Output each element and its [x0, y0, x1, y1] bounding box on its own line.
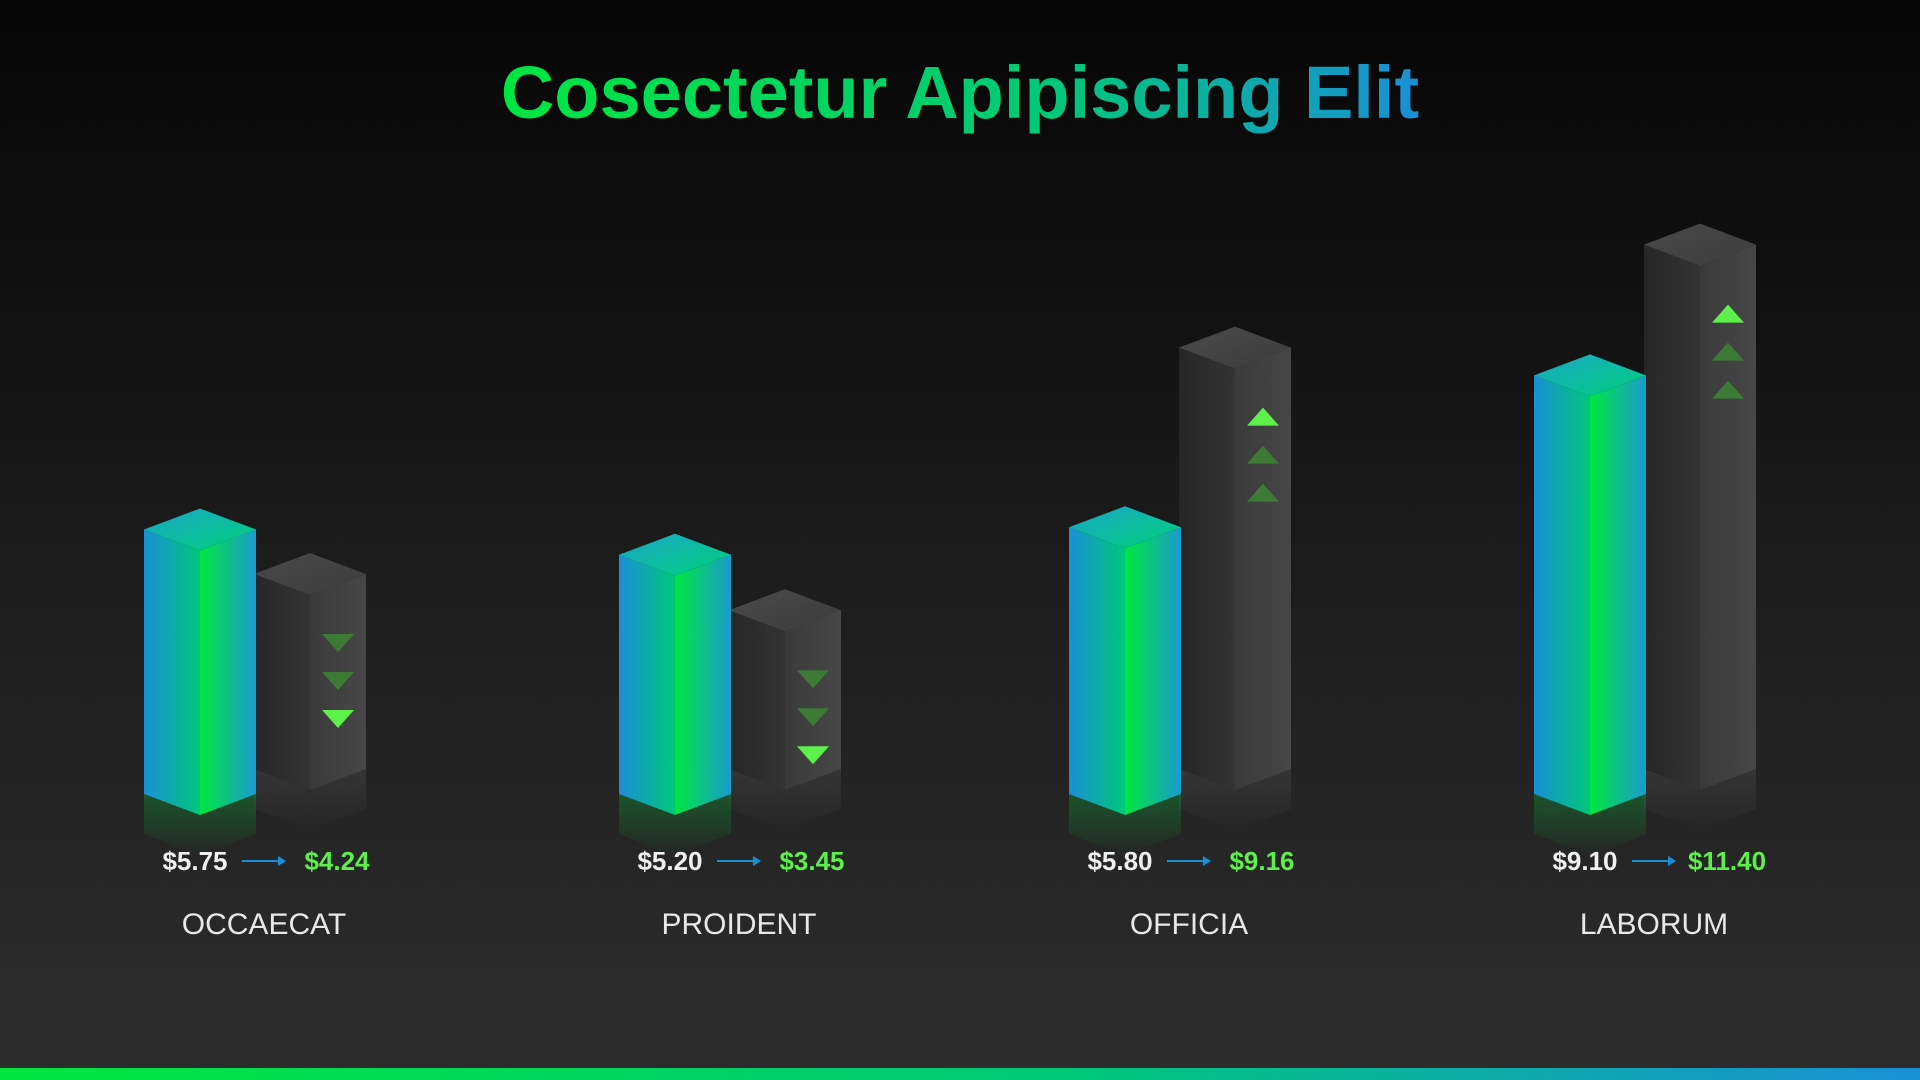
bar-occaecat-before-top-face — [144, 508, 256, 551]
bar-laborum-before-right-face — [1590, 375, 1646, 815]
chart-title: Cosectetur Apipiscing Elit — [501, 51, 1419, 134]
bar-group-officia — [1069, 326, 1291, 855]
bottom-accent-bar — [0, 1068, 1920, 1080]
category-label: OCCAECAT — [182, 908, 346, 941]
bar-laborum-after-right-face — [1700, 244, 1756, 791]
bar-group-laborum — [1534, 223, 1756, 855]
bar-officia-before-right-face — [1125, 527, 1181, 815]
trend-arrow-up-icon — [1712, 342, 1744, 361]
trend-arrow-down-icon — [322, 671, 354, 690]
bar-occaecat-after-left-face — [254, 573, 310, 790]
trend-arrow-up-icon — [1247, 407, 1279, 426]
value-label-from: $5.75 — [162, 846, 227, 876]
connector-arrowhead-icon — [1668, 856, 1676, 866]
trend-arrow-down-icon — [797, 670, 829, 689]
labels-layer: $5.75 $4.24 OCCAECAT $5.20 $3.45 PROIDENT $5.8… — [162, 846, 1766, 941]
bar-laborum-before-reflection — [1534, 794, 1646, 855]
bar-occaecat-before-right-face — [200, 529, 256, 815]
connector-arrowhead-icon — [753, 856, 761, 866]
trend-arrow-up-icon — [1712, 380, 1744, 399]
bar-laborum-before-top-face — [1534, 354, 1646, 397]
bar-proident-after-right-face — [785, 610, 841, 790]
value-label-to: $11.40 — [1688, 846, 1766, 876]
category-label: OFFICIA — [1130, 908, 1248, 941]
bar-proident-before-top-face — [619, 533, 731, 576]
trend-arrow-up-icon — [1247, 483, 1279, 502]
bar-laborum-after-top-face — [1644, 223, 1756, 266]
bar-proident-before-left-face — [619, 554, 675, 815]
bar-officia-before-top-face — [1069, 506, 1181, 549]
bar-officia-before-left-face — [1069, 527, 1125, 815]
bar-proident-after-reflection — [729, 769, 841, 830]
bar-proident-before-right-face — [675, 554, 731, 815]
category-label: LABORUM — [1580, 908, 1728, 941]
bars-layer — [144, 223, 1756, 855]
bar-proident-before-reflection — [619, 794, 731, 855]
bar-occaecat-before-reflection — [144, 794, 256, 855]
connector-arrowhead-icon — [278, 856, 286, 866]
bar-occaecat-after-reflection — [254, 769, 366, 830]
value-label-to: $4.24 — [304, 846, 370, 876]
connector-arrowhead-icon — [1203, 856, 1211, 866]
category-label: PROIDENT — [661, 908, 816, 941]
trend-arrow-down-icon — [797, 708, 829, 727]
bar-officia-after-left-face — [1179, 347, 1235, 790]
bar-officia-after-top-face — [1179, 326, 1291, 369]
trend-arrow-down-icon — [322, 709, 354, 728]
bar-officia-after-right-face — [1235, 347, 1291, 790]
trend-arrow-down-icon — [797, 746, 829, 765]
bar-proident-after-top-face — [729, 589, 841, 632]
bar-group-occaecat — [144, 508, 366, 855]
bar-laborum-after-left-face — [1644, 244, 1700, 791]
bar-occaecat-after-top-face — [254, 552, 366, 595]
value-label-to: $3.45 — [779, 846, 844, 876]
bar-proident-after-left-face — [729, 610, 785, 790]
trend-arrow-up-icon — [1247, 445, 1279, 464]
bar-officia-before-reflection — [1069, 794, 1181, 855]
value-label-from: $5.80 — [1087, 846, 1152, 876]
trend-arrow-up-icon — [1712, 304, 1744, 323]
bar-occaecat-before-left-face — [144, 529, 200, 815]
value-label-to: $9.16 — [1229, 846, 1294, 876]
value-label-from: $5.20 — [637, 846, 702, 876]
bar-laborum-after-reflection — [1644, 769, 1756, 830]
bar-laborum-before-left-face — [1534, 375, 1590, 815]
value-label-from: $9.10 — [1552, 846, 1617, 876]
trend-arrow-down-icon — [322, 633, 354, 652]
bar-officia-after-reflection — [1179, 769, 1291, 830]
bar-group-proident — [619, 533, 841, 855]
